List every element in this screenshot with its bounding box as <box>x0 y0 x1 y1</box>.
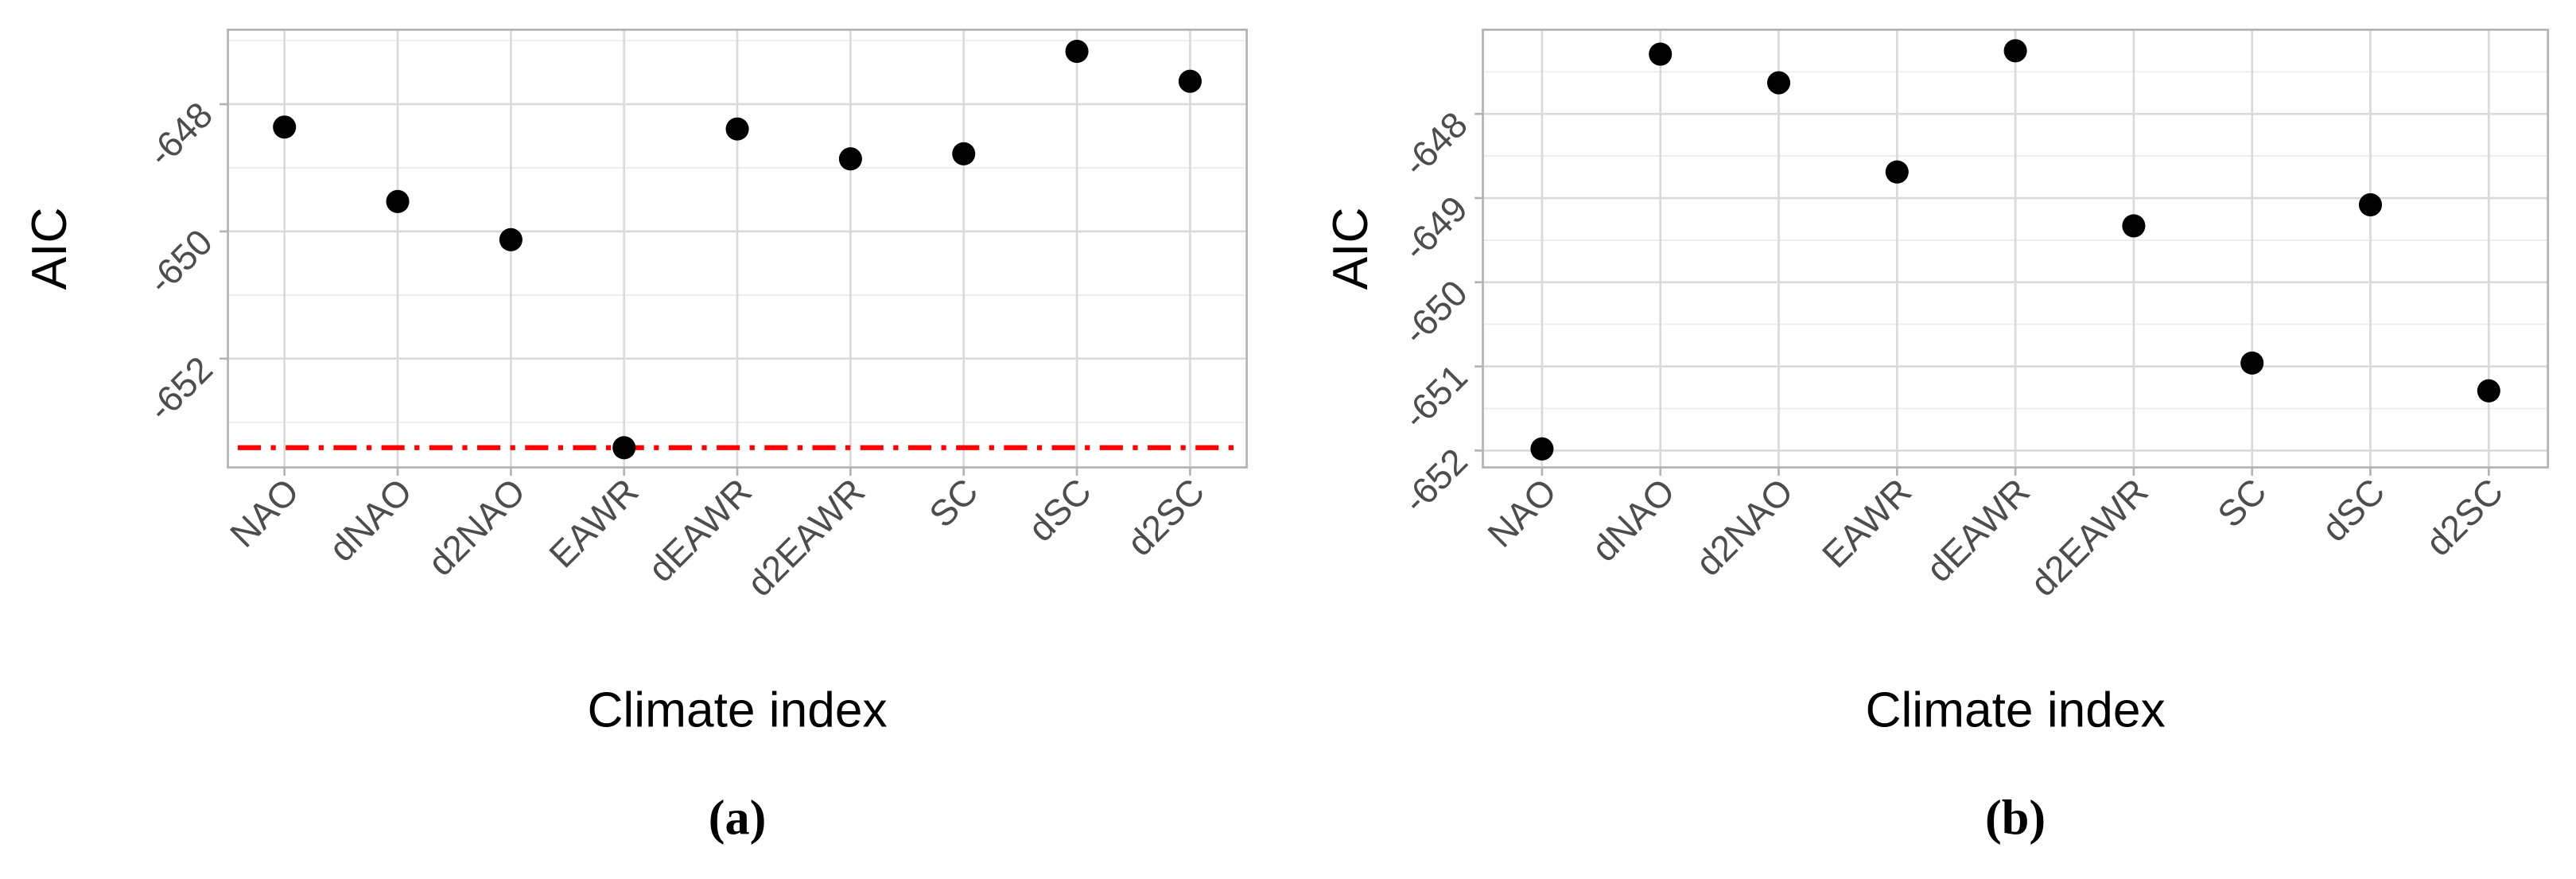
point <box>386 189 410 213</box>
point <box>1178 69 1202 93</box>
y-tick-label: -649 <box>1395 189 1475 269</box>
x-tick-label: EAWR <box>1814 471 1919 576</box>
x-tick-label: dNAO <box>1584 471 1683 570</box>
point <box>2477 379 2500 403</box>
y-tick-label: -652 <box>1395 441 1475 521</box>
point <box>1649 42 1673 66</box>
x-tick-label: d2EAWR <box>2022 471 2156 605</box>
y-tick-label: -651 <box>1395 356 1475 437</box>
point <box>2358 193 2383 216</box>
x-tick-label: dSC <box>1020 471 1099 550</box>
point <box>2003 39 2027 63</box>
x-tick-label: SC <box>922 471 986 535</box>
y-tick-label: -652 <box>140 348 220 429</box>
x-axis-title: Climate index <box>1865 683 2165 738</box>
y-tick-label: -650 <box>1395 272 1475 352</box>
point <box>1530 437 1554 461</box>
y-tick-label: -648 <box>140 95 220 175</box>
caption: (a) <box>709 791 767 846</box>
x-axis-title: Climate index <box>587 683 887 738</box>
point <box>1065 40 1089 64</box>
x-tick-label: dSC <box>2314 471 2392 550</box>
x-tick-label: SC <box>2210 471 2275 535</box>
point <box>952 142 976 165</box>
point <box>1885 160 1909 184</box>
x-tick-label: dEAWR <box>1918 471 2038 590</box>
x-tick-label: d2NAO <box>1688 471 1801 584</box>
x-tick-label: d2NAO <box>420 471 533 584</box>
y-axis-title: AIC <box>22 208 77 290</box>
point <box>725 117 749 141</box>
point <box>838 147 862 171</box>
y-tick-label: -650 <box>140 222 220 302</box>
caption: (b) <box>1985 791 2046 846</box>
x-tick-label: dNAO <box>321 471 420 570</box>
point <box>612 436 636 460</box>
x-tick-label: d2EAWR <box>740 471 873 605</box>
x-tick-label: NAO <box>223 471 307 555</box>
chart: -648-649-650-651-652 NAO dNAO d2NAO EAWR dEAW… <box>1323 29 2550 846</box>
point <box>499 228 523 251</box>
y-axis-title: AIC <box>1323 208 1378 290</box>
y-tick-label: -648 <box>1395 104 1475 185</box>
point <box>273 115 297 139</box>
point <box>1766 71 1791 95</box>
x-tick-label: NAO <box>1480 471 1564 555</box>
point <box>2240 351 2264 375</box>
point <box>2122 214 2146 238</box>
x-tick-label: d2SC <box>2418 471 2511 564</box>
x-tick-label: EAWR <box>542 471 647 576</box>
x-tick-label: d2SC <box>1119 471 1212 564</box>
